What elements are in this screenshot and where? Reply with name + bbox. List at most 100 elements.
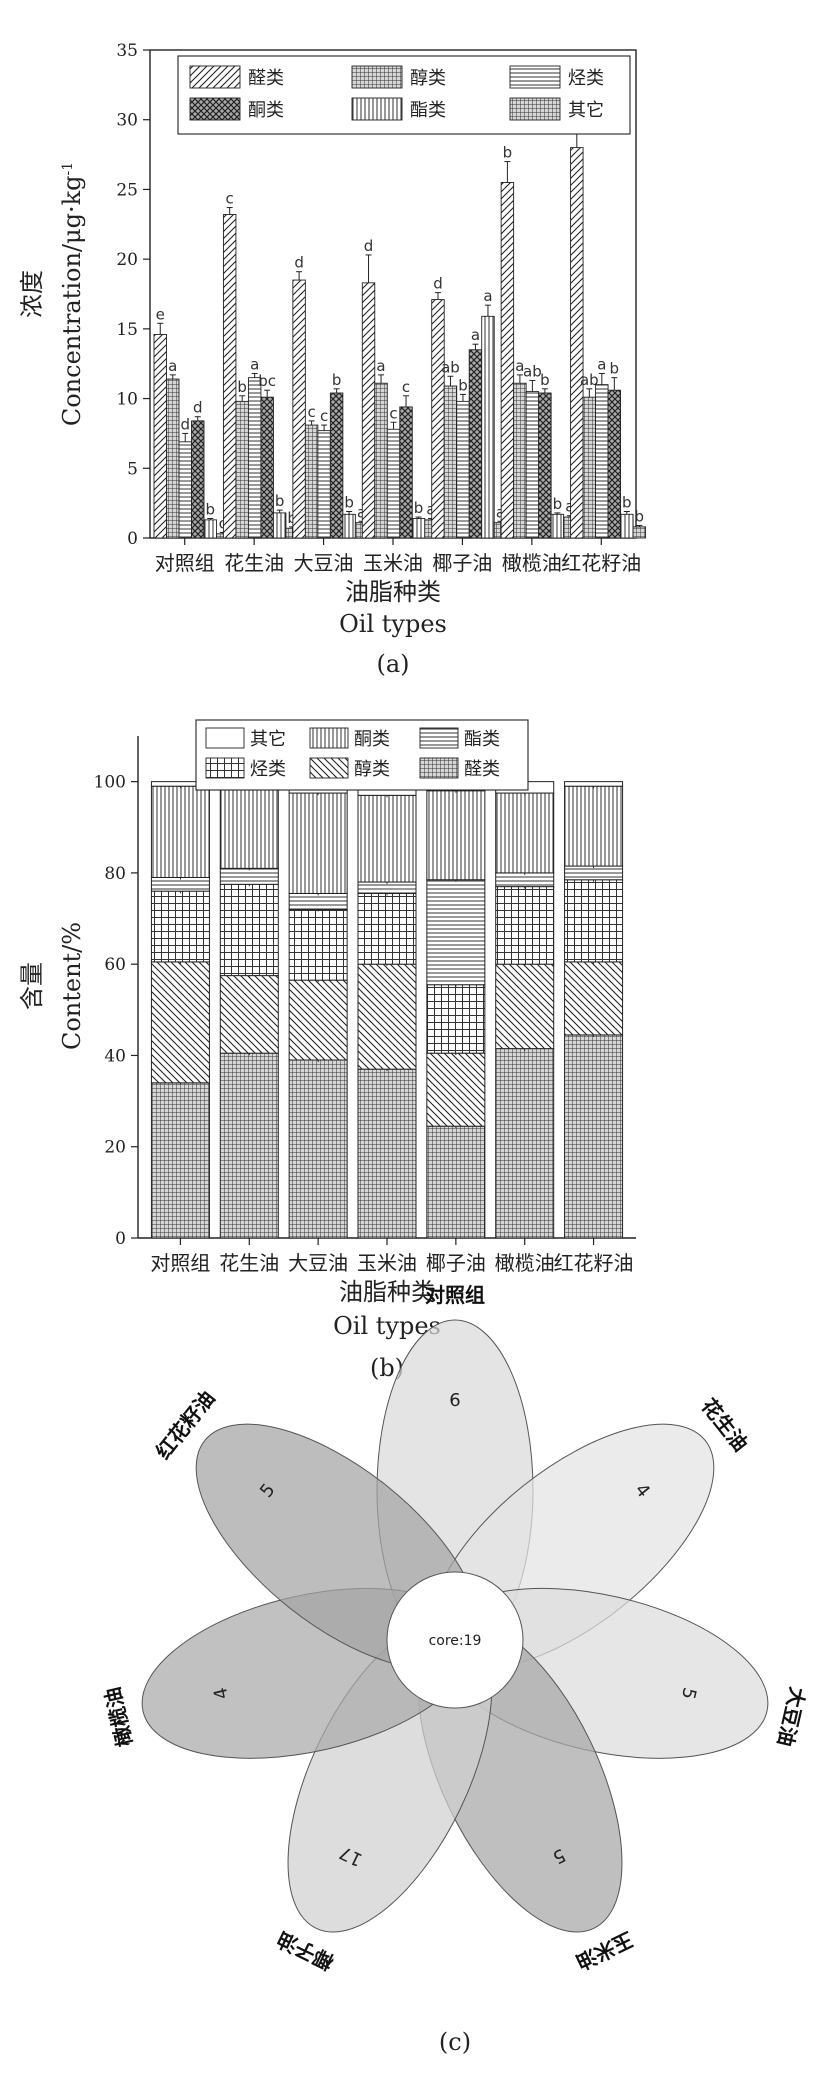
significance-label-a: b	[344, 494, 354, 512]
bar-a	[582, 396, 597, 539]
legend-swatch-b	[309, 757, 349, 779]
stacked-bar-segment-b	[495, 872, 555, 888]
significance-label-a: bc	[258, 372, 276, 390]
panel-caption-c: (c)	[439, 2028, 471, 2056]
x-axis-title-a-cn: 油脂种类	[345, 578, 441, 606]
stacked-bar-segment-b	[219, 883, 279, 977]
petal-label: 椰子油	[273, 1927, 337, 1975]
petal-label: 橄榄油	[100, 1685, 137, 1749]
stacked-bar-segment-b	[288, 1059, 348, 1239]
stacked-bar-segment-b	[426, 879, 486, 986]
legend-swatch-b	[309, 727, 349, 749]
legend-a	[177, 55, 631, 135]
x-tick-label-a: 椰子油	[432, 551, 492, 575]
bar-a	[317, 430, 331, 539]
petal-count: 5	[677, 1685, 700, 1701]
significance-label-a: d	[433, 275, 443, 293]
x-tick-label-b: 玉米油	[357, 1251, 417, 1275]
stacked-bar-segment-b	[426, 984, 486, 1054]
bar-a	[570, 147, 584, 539]
significance-label-a: c	[226, 190, 234, 208]
bar-a	[191, 420, 205, 539]
bar-a	[525, 391, 540, 539]
core-circle	[386, 1571, 524, 1709]
significance-label-a: d	[180, 415, 190, 433]
x-tick-label-a: 大豆油	[294, 551, 354, 575]
x-tick-label-a: 橄榄油	[502, 551, 562, 575]
bar-a	[342, 513, 356, 539]
significance-label-a: b	[458, 376, 468, 394]
stacked-bar-segment-b	[357, 794, 417, 883]
y-tick-label-a: 15	[116, 320, 138, 340]
significance-label-a: b	[275, 492, 285, 510]
x-tick-label-a: 玉米油	[363, 551, 423, 575]
y-tick-label-a: 5	[127, 459, 138, 479]
legend-swatch-a	[509, 97, 561, 121]
petal-count: 6	[449, 1390, 460, 1411]
petal-label: 玉米油	[572, 1927, 636, 1975]
significance-label-a: a	[515, 357, 524, 375]
legend-swatch-b	[205, 757, 245, 779]
significance-label-a: ab	[441, 358, 460, 376]
significance-label-a: b	[635, 507, 645, 525]
stacked-bar-segment-b	[150, 961, 210, 1084]
x-axis-title-b-cn: 油脂种类	[339, 1278, 435, 1306]
x-tick-label-b: 椰子油	[426, 1251, 486, 1275]
y-tick-label-b: 0	[115, 1229, 126, 1249]
bar-a	[607, 389, 622, 539]
stacked-bar-segment-b	[150, 1082, 210, 1239]
y-tick-label-b: 100	[94, 773, 126, 793]
x-tick-label-b: 红花籽油	[554, 1251, 634, 1275]
stacked-bar-segment-b	[150, 890, 210, 963]
stacked-bar-segment-b	[495, 963, 555, 1050]
legend-swatch-a	[509, 65, 561, 89]
bar-a	[166, 378, 180, 539]
petal-label: 对照组	[425, 1283, 485, 1307]
significance-label-a: b	[622, 494, 632, 512]
legend-label-b: 醇类	[354, 759, 390, 780]
stacked-bar-segment-b	[219, 1052, 279, 1239]
stacked-bar-segment-b	[564, 781, 624, 787]
y-tick-label-a: 30	[116, 111, 138, 131]
legend-label-a: 醛类	[248, 68, 284, 89]
legend-label-b: 烃类	[250, 759, 286, 780]
significance-label-a: a	[471, 326, 480, 344]
significance-label-a: c	[402, 378, 410, 396]
x-axis-title-a-en: Oil types	[339, 610, 447, 638]
stacked-bar-segment-b	[288, 979, 348, 1061]
x-tick-label-b: 橄榄油	[495, 1251, 555, 1275]
significance-label-a: a	[426, 500, 435, 518]
stacked-bar-segment-b	[357, 963, 417, 1070]
y-tick-label-a: 10	[116, 390, 138, 410]
significance-label-a: a	[565, 498, 574, 516]
legend-label-a: 其它	[568, 100, 604, 121]
legend-swatch-b	[205, 727, 245, 749]
x-tick-label-b: 花生油	[219, 1251, 279, 1275]
legend-swatch-b	[419, 757, 459, 779]
y-axis-title-a-cn: 浓度	[18, 270, 46, 318]
bar-a	[620, 513, 634, 539]
legend-label-b: 醛类	[464, 759, 500, 780]
stacked-bar-segment-b	[357, 892, 417, 965]
x-tick-label-b: 对照组	[150, 1251, 210, 1275]
x-tick-label-b: 大豆油	[288, 1251, 348, 1275]
bar-a	[247, 377, 262, 539]
bar-a	[443, 385, 458, 539]
bar-a	[500, 182, 515, 539]
bar-a	[361, 282, 376, 539]
significance-label-a: b	[610, 360, 620, 378]
x-tick-label-a: 花生油	[224, 551, 284, 575]
significance-label-a: c	[389, 404, 397, 422]
significance-label-a: e	[156, 305, 165, 323]
y-tick-label-a: 35	[116, 41, 138, 61]
legend-swatch-a	[351, 97, 403, 121]
bar-a	[272, 512, 287, 539]
y-tick-label-b: 20	[104, 1138, 126, 1158]
bar-a	[153, 333, 167, 539]
y-axis-title-b-en: Content/%	[58, 922, 86, 1050]
y-axis-title-b-cn: 含量	[18, 962, 46, 1010]
core-label: core:19	[429, 1633, 482, 1649]
y-tick-label-a: 0	[127, 529, 138, 549]
